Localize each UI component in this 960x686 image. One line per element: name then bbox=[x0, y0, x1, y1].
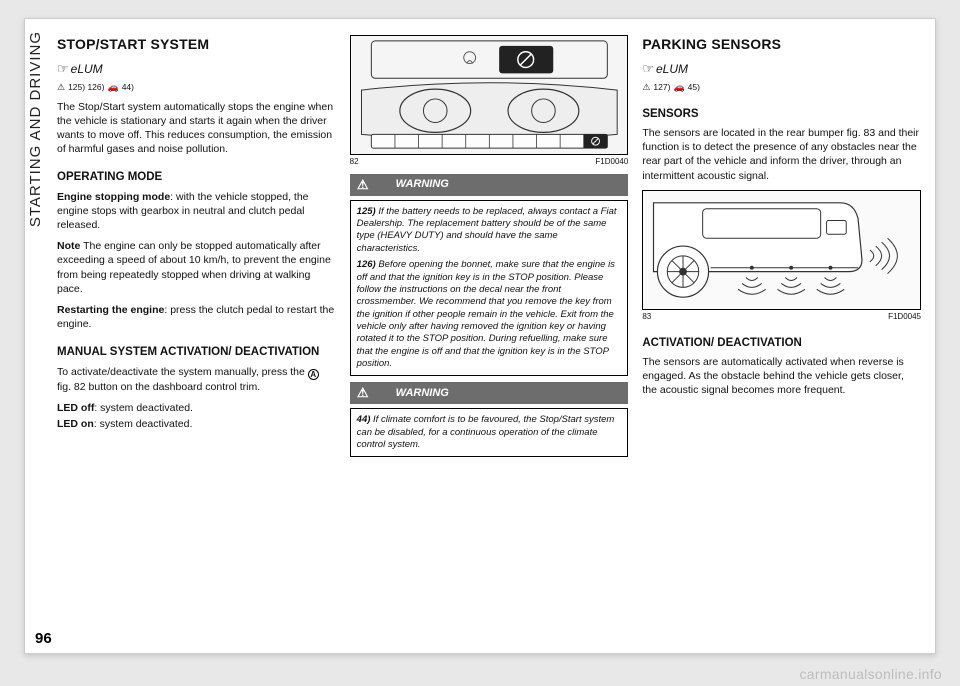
hand-icon: ☞ bbox=[57, 60, 69, 78]
elum-text: eLUM bbox=[656, 61, 688, 77]
column-1: STOP/START SYSTEM ☞ eLUM ⚠ 125) 126) 🚗 4… bbox=[57, 35, 336, 643]
para-note: Note The engine can only be stopped auto… bbox=[57, 239, 336, 296]
para-sensors: The sensors are located in the rear bump… bbox=[642, 126, 921, 183]
fig-num: 83 bbox=[642, 312, 651, 323]
para-led-on: LED on: system deactivated. bbox=[57, 417, 336, 431]
fig-code: F1D0040 bbox=[595, 157, 628, 168]
fig-num: 82 bbox=[350, 157, 359, 168]
warning-box-44: 44) If climate comfort is to be favoured… bbox=[350, 408, 629, 457]
alert-icon: ⚠ bbox=[57, 81, 65, 93]
page-number: 96 bbox=[35, 630, 52, 647]
column-2: 82 F1D0040 ⚠ WARNING 125) If the battery… bbox=[350, 35, 629, 643]
ref-a: 127) bbox=[653, 82, 670, 93]
warning-bar-2: ⚠ WARNING bbox=[350, 382, 629, 404]
heading-sensors: SENSORS bbox=[642, 107, 921, 123]
figure-83-bumper bbox=[642, 190, 921, 310]
sidebar: STARTING AND DRIVING bbox=[25, 19, 55, 653]
alert-icon: ⚠ bbox=[642, 81, 650, 93]
warning-bar-1: ⚠ WARNING bbox=[350, 174, 629, 196]
figure-82-dashboard bbox=[350, 35, 629, 155]
figure-82-caption: 82 F1D0040 bbox=[350, 157, 629, 168]
para-activation: The sensors are automatically activated … bbox=[642, 355, 921, 398]
elum-badge: ☞ eLUM bbox=[642, 60, 921, 78]
page-content: STOP/START SYSTEM ☞ eLUM ⚠ 125) 126) 🚗 4… bbox=[55, 19, 935, 653]
label-restarting: Restarting the engine bbox=[57, 304, 164, 316]
car-icon: 🚗 bbox=[107, 81, 118, 93]
warning-label: WARNING bbox=[376, 386, 629, 401]
section-title-vertical: STARTING AND DRIVING bbox=[27, 31, 44, 227]
ref-b: 44) bbox=[122, 82, 134, 93]
warn-125: 125) If the battery needs to be replaced… bbox=[357, 206, 622, 255]
column-3: PARKING SENSORS ☞ eLUM ⚠ 127) 🚗 45) SENS… bbox=[642, 35, 921, 643]
warning-label: WARNING bbox=[376, 177, 629, 192]
watermark: carmanualsonline.info bbox=[800, 666, 943, 682]
para-led-off: LED off: system deactivated. bbox=[57, 401, 336, 415]
fig-code: F1D0045 bbox=[888, 312, 921, 323]
heading-manual-activation: MANUAL SYSTEM ACTIVATION/ DEACTIVATION bbox=[57, 345, 336, 361]
button-symbol-icon: A bbox=[308, 369, 319, 380]
para-stopping-mode: Engine stopping mode: with the vehicle s… bbox=[57, 190, 336, 233]
warn-44: 44) If climate comfort is to be favoured… bbox=[357, 414, 622, 451]
para-activate: To activate/deactivate the system manual… bbox=[57, 365, 336, 394]
reference-codes: ⚠ 125) 126) 🚗 44) bbox=[57, 81, 336, 93]
warning-triangle-icon: ⚠ bbox=[350, 384, 376, 402]
reference-codes: ⚠ 127) 🚗 45) bbox=[642, 81, 921, 93]
heading-parking-sensors: PARKING SENSORS bbox=[642, 35, 921, 54]
label-note: Note bbox=[57, 240, 80, 252]
ref-a: 125) 126) bbox=[68, 82, 104, 93]
manual-page: STARTING AND DRIVING STOP/START SYSTEM ☞… bbox=[24, 18, 936, 654]
ref-b: 45) bbox=[688, 82, 700, 93]
hand-icon: ☞ bbox=[642, 60, 654, 78]
warn-126: 126) Before opening the bonnet, make sur… bbox=[357, 259, 622, 370]
para-restart: Restarting the engine: press the clutch … bbox=[57, 303, 336, 331]
heading-operating-mode: OPERATING MODE bbox=[57, 170, 336, 186]
warning-triangle-icon: ⚠ bbox=[350, 176, 376, 194]
elum-badge: ☞ eLUM bbox=[57, 60, 336, 78]
heading-activation: ACTIVATION/ DEACTIVATION bbox=[642, 336, 921, 352]
para-intro: The Stop/Start system automatically stop… bbox=[57, 100, 336, 157]
warning-box-125-126: 125) If the battery needs to be replaced… bbox=[350, 200, 629, 376]
car-icon: 🚗 bbox=[673, 81, 684, 93]
elum-text: eLUM bbox=[71, 61, 103, 77]
heading-stop-start: STOP/START SYSTEM bbox=[57, 35, 336, 54]
label-engine-stopping: Engine stopping mode bbox=[57, 191, 170, 203]
figure-83-caption: 83 F1D0045 bbox=[642, 312, 921, 323]
